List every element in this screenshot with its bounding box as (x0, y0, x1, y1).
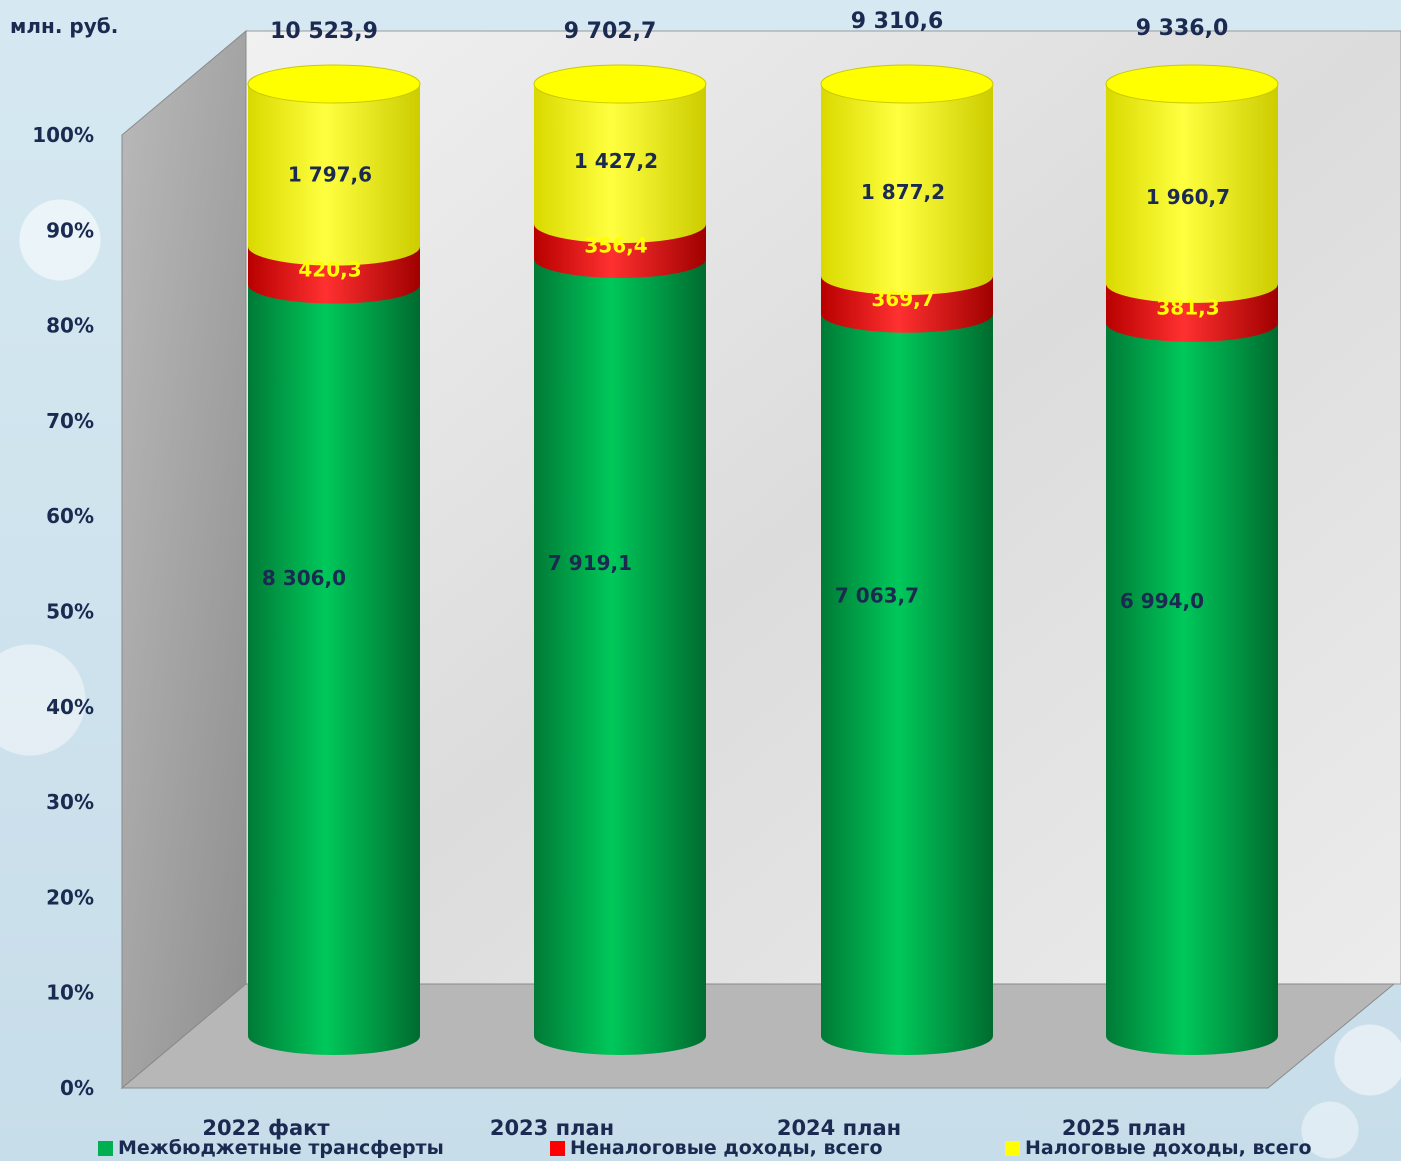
data-label: 7 063,7 (835, 584, 919, 608)
data-label: 1 427,2 (574, 149, 658, 173)
legend-swatch-nontax (550, 1140, 565, 1156)
bar-segment (534, 84, 706, 244)
data-label: 381,3 (1156, 295, 1219, 319)
y-tick-label: 40% (46, 695, 94, 719)
bar-segment (534, 259, 706, 1055)
bar-top-cap (820, 64, 994, 104)
legend-item-transfers: Межбюджетные трансферты (98, 1137, 444, 1159)
legend-label-transfers: Межбюджетные трансферты (118, 1137, 444, 1159)
floor (120, 983, 1396, 1089)
bar-segment (248, 284, 420, 1055)
category-label: 2023 план (490, 1116, 614, 1140)
y-tick-label: 0% (60, 1076, 94, 1100)
total-label: 10 523,9 (270, 19, 378, 44)
data-label: 1 960,7 (1146, 185, 1230, 209)
bar-segment (248, 84, 420, 266)
legend-label-tax: Налоговые доходы, всего (1025, 1137, 1312, 1159)
category-label: 2025 план (1062, 1116, 1186, 1140)
bar-segment (821, 84, 993, 295)
bar-top-cap (1105, 64, 1279, 104)
y-tick-label: 100% (32, 123, 94, 147)
y-tick-label: 60% (46, 504, 94, 528)
legend-swatch-tax (1005, 1140, 1020, 1156)
y-tick-label: 10% (46, 981, 94, 1005)
y-tick-label: 80% (46, 314, 94, 338)
bar-top-cap (533, 64, 707, 104)
data-label: 6 994,0 (1120, 589, 1204, 613)
data-label: 7 919,1 (548, 551, 632, 575)
legend-swatch-transfers (98, 1140, 113, 1156)
y-tick-label: 90% (46, 218, 94, 242)
y-tick-label: 70% (46, 409, 94, 433)
data-label: 420,3 (298, 258, 361, 282)
bar-segment (1106, 322, 1278, 1055)
side-wall (121, 29, 247, 1090)
unit-label: млн. руб. (10, 14, 119, 38)
data-label: 8 306,0 (262, 566, 346, 590)
legend-item-tax: Налоговые доходы, всего (1005, 1137, 1312, 1159)
y-tick-label: 20% (46, 885, 94, 909)
y-tick-label: 50% (46, 600, 94, 624)
category-label: 2022 факт (202, 1116, 330, 1140)
legend-label-nontax: Неналоговые доходы, всего (570, 1137, 883, 1159)
data-label: 1 797,6 (288, 163, 372, 187)
total-label: 9 702,7 (564, 19, 657, 44)
data-label: 1 877,2 (861, 180, 945, 204)
total-label: 9 336,0 (1136, 16, 1229, 41)
category-label: 2024 план (777, 1116, 901, 1140)
bar-segment (821, 313, 993, 1055)
bar-top-cap (247, 64, 421, 104)
legend-item-nontax: Неналоговые доходы, всего (550, 1137, 883, 1159)
data-label: 356,4 (584, 234, 647, 258)
y-tick-label: 30% (46, 790, 94, 814)
data-label: 369,7 (871, 287, 934, 311)
bar-segment (1106, 84, 1278, 303)
total-label: 9 310,6 (851, 9, 944, 34)
